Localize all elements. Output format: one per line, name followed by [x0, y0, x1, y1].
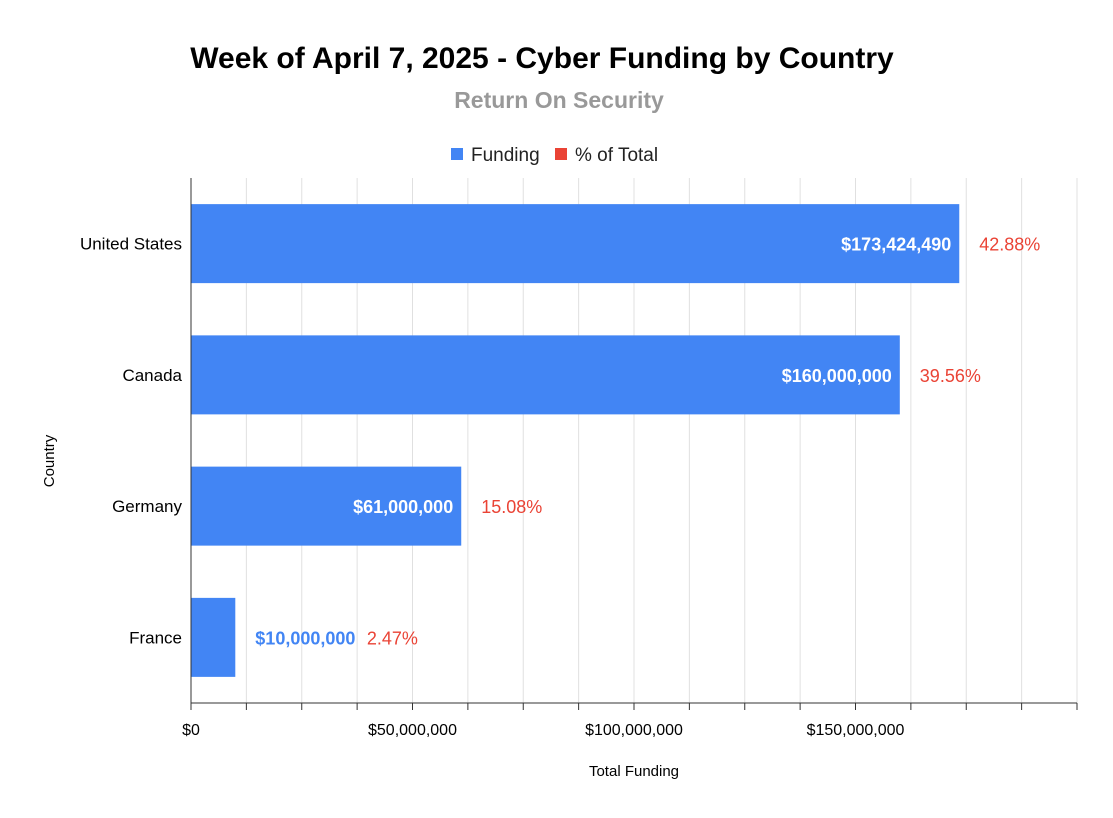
data-label-percent: 42.88%: [979, 235, 1040, 255]
axes: $0 $50,000,000 $100,000,000 $150,000,000: [182, 178, 1078, 739]
category-label: Canada: [122, 366, 182, 385]
x-axis-title: Total Funding: [589, 763, 679, 780]
chart-title: Week of April 7, 2025 - Cyber Funding by…: [190, 42, 894, 75]
legend-swatch-1: [555, 148, 567, 160]
x-tick-label: $50,000,000: [368, 722, 457, 739]
data-label-percent: 15.08%: [481, 497, 542, 517]
data-label-percent: 2.47%: [367, 628, 418, 648]
category-label: United States: [80, 235, 182, 254]
data-label-funding: $173,424,490: [841, 235, 951, 255]
legend-swatch-0: [451, 148, 463, 160]
bar-funding: [191, 597, 236, 677]
data-label-funding: $61,000,000: [353, 497, 453, 517]
data-label-funding: $10,000,000: [255, 628, 355, 648]
legend-label-0: Funding: [471, 145, 540, 166]
chart-subtitle: Return On Security: [454, 87, 664, 113]
category-label: France: [129, 628, 182, 647]
x-tick-label: $100,000,000: [585, 722, 683, 739]
bar-group: United States $173,424,490 42.88% Canada $16…: [80, 204, 1040, 677]
legend-label-1: % of Total: [575, 145, 658, 166]
data-label-funding: $160,000,000: [782, 366, 892, 386]
x-tick-label: $0: [182, 722, 200, 739]
bar-funding: [191, 466, 462, 546]
data-label-percent: 39.56%: [920, 366, 981, 386]
bar-funding: [191, 335, 900, 415]
y-axis-title: Country: [41, 434, 58, 487]
category-label: Germany: [112, 497, 182, 516]
chart-legend: Funding % of Total: [451, 145, 658, 166]
bar-funding: [191, 204, 960, 284]
x-tick-label: $150,000,000: [807, 722, 905, 739]
